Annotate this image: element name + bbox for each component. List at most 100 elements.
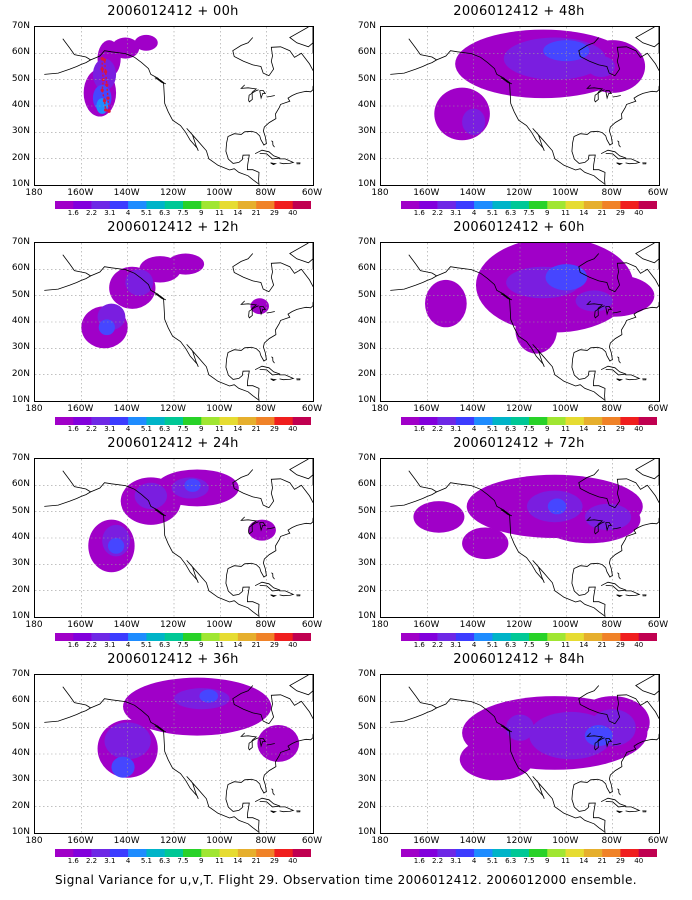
colorbar-swatch [547, 849, 566, 857]
colorbar-swatch [547, 633, 566, 641]
coastline [154, 509, 167, 517]
coastline [271, 788, 275, 796]
colorbar-swatch [583, 201, 603, 209]
colorbar-label: 29 [269, 857, 279, 865]
longitude-label: 140W [459, 404, 486, 414]
colorbar-swatch [602, 633, 621, 641]
colorbar-label: 9 [545, 425, 550, 433]
colorbar-label: 3.1 [450, 425, 462, 433]
coastline [612, 743, 621, 746]
colorbar-label: 14 [233, 857, 243, 865]
colorbar-swatch [565, 201, 585, 209]
coastline [268, 478, 313, 519]
coastline [232, 469, 270, 509]
colorbar-label: 11 [215, 641, 225, 649]
observation-point [102, 99, 107, 103]
colorbar-label: 14 [579, 209, 589, 217]
variance-contour [459, 738, 534, 781]
coastline [408, 38, 605, 185]
variance-contour [587, 55, 615, 78]
latitude-label: 50N [357, 721, 376, 732]
colorbar-label: 4 [125, 425, 131, 433]
colorbar-label: 6.3 [505, 641, 517, 649]
coastline [390, 275, 437, 291]
colorbar-label: 2.2 [431, 641, 444, 649]
longitude-label: 60W [647, 404, 669, 414]
coastline [614, 46, 659, 87]
map-area [34, 26, 314, 186]
coastline [578, 469, 616, 509]
longitude-label: 120W [505, 404, 533, 414]
colorbar-label: 11 [215, 425, 225, 433]
colorbar-label: 3.1 [450, 209, 462, 217]
colorbar-label: 7.5 [177, 425, 189, 433]
colorbar-label: 21 [597, 641, 607, 649]
coastline [44, 707, 91, 723]
colorbar-swatch [91, 633, 111, 641]
colorbar-label: 3.1 [104, 209, 116, 217]
colorbar-swatch [419, 849, 438, 857]
longitude-label: 60W [301, 188, 323, 198]
longitude-label: 160W [413, 188, 440, 198]
colorbar-swatch [292, 633, 311, 641]
colorbar-swatch [292, 201, 311, 209]
latitude-label: 10N [357, 611, 376, 621]
colorbar-label: 5.1 [140, 425, 152, 433]
coastline [271, 356, 275, 364]
coastline [44, 59, 91, 75]
colorbar-swatch [219, 417, 239, 425]
colorbar-swatch [638, 417, 657, 425]
latitude-label: 40N [11, 748, 30, 758]
latitude-label: 40N [357, 100, 376, 110]
colorbar-swatch [455, 201, 475, 209]
longitude-label: 100W [206, 188, 233, 198]
coastline [279, 374, 295, 381]
colorbar-label: 1.6 [67, 425, 79, 433]
colorbar-swatch [602, 849, 621, 857]
colorbar-label: 40 [288, 857, 298, 865]
coastline [62, 38, 259, 185]
colorbar-swatch [183, 417, 202, 425]
longitude-label: 180 [371, 836, 389, 846]
colorbar-swatch [510, 849, 530, 857]
coastline [642, 378, 647, 381]
colorbar-label: 1.6 [413, 641, 425, 649]
latitude-label: 70N [357, 237, 376, 247]
colorbar-swatch [55, 849, 74, 857]
colorbar-swatch [401, 417, 420, 425]
colorbar-label: 6.3 [159, 641, 171, 649]
latitude-label: 30N [357, 558, 376, 569]
colorbar-label: 14 [233, 641, 243, 649]
longitude-label: 80W [601, 620, 622, 630]
colorbar-swatch [183, 849, 202, 857]
variance-contour [134, 482, 168, 510]
colorbar-swatch [237, 633, 257, 641]
colorbar-label: 2.2 [431, 425, 444, 433]
colorbar-label: 1.6 [413, 425, 425, 433]
coastline [279, 806, 295, 813]
colorbar-swatch [492, 633, 512, 641]
observation-point [104, 108, 108, 112]
map-panel: 2006012412 + 72h 70N 60N 50N 40N 30N 20N 10N 180… [346, 432, 692, 649]
coastline [635, 675, 659, 696]
colorbar-swatch [292, 849, 311, 857]
coastline [390, 707, 437, 723]
colorbar-swatch [620, 201, 640, 209]
colorbar-label: 9 [545, 209, 550, 217]
latitude-label: 60N [357, 47, 376, 58]
colorbar-label: 9 [199, 209, 204, 217]
colorbar-swatch [146, 201, 166, 209]
colorbar-label: 14 [579, 641, 589, 649]
coastline [625, 806, 641, 813]
colorbar-swatch [256, 417, 275, 425]
coastline [266, 95, 275, 98]
coastline [279, 158, 295, 165]
colorbar-swatch [419, 633, 438, 641]
longitude-label: 180 [25, 404, 43, 414]
longitude-label: 180 [25, 836, 43, 846]
observation-point [104, 70, 108, 74]
coastline [154, 725, 167, 733]
coastline [271, 572, 275, 580]
coastline [270, 594, 278, 597]
latitude-label: 20N [357, 800, 376, 811]
